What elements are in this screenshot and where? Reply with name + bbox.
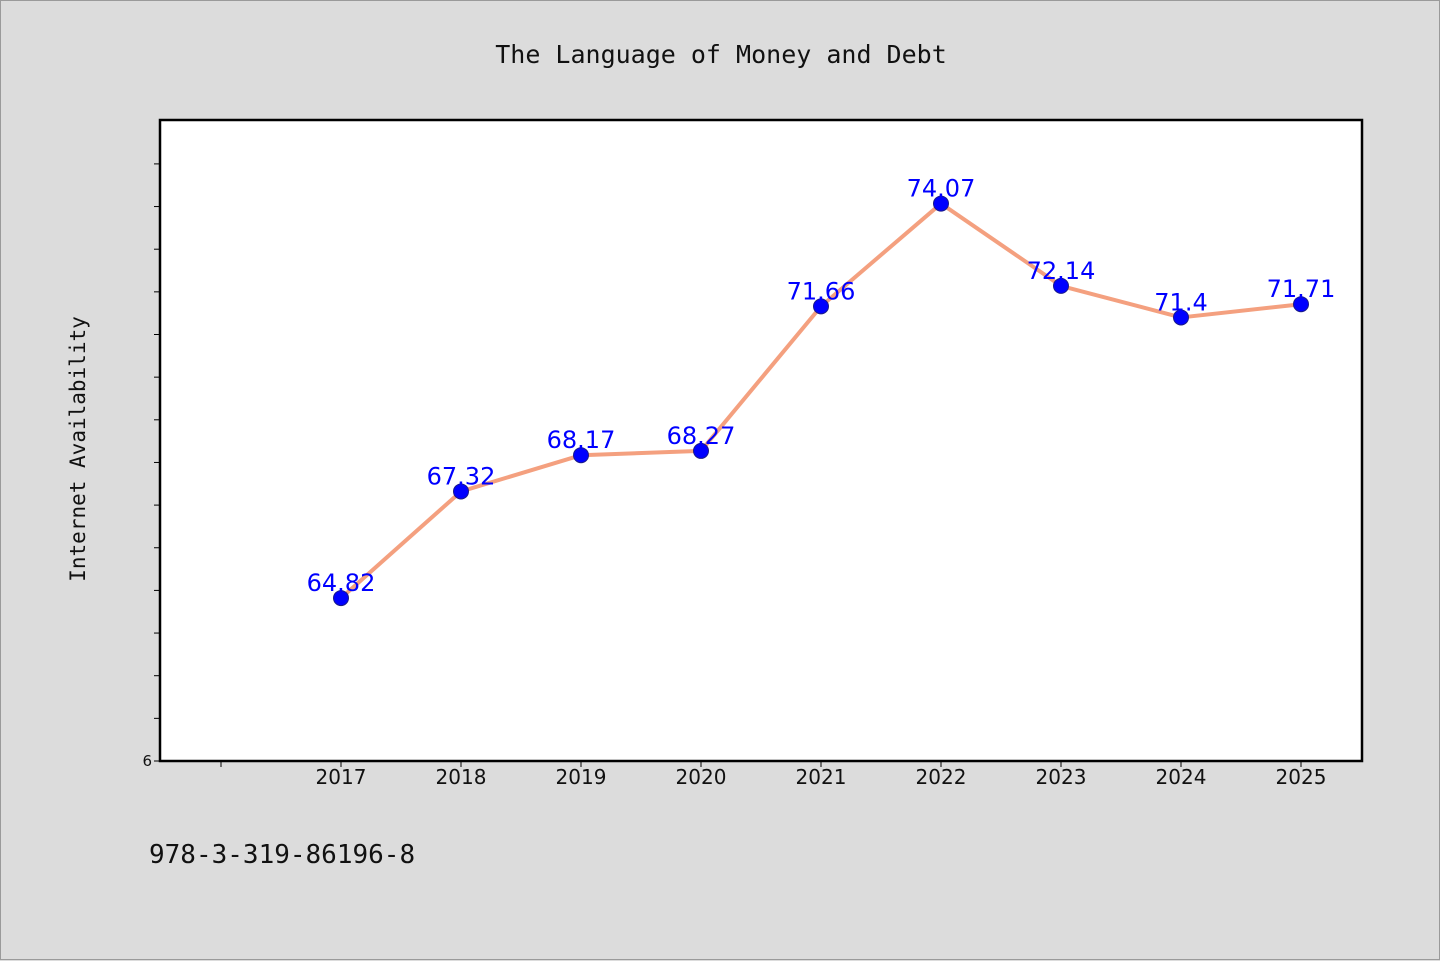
data-markers [333, 195, 1309, 607]
data-label: 68.17 [547, 426, 616, 454]
data-label: 74.07 [907, 175, 976, 203]
x-axis-ticks: 2017 2018 2019 2020 2021 2022 2023 2024 2025 [220, 761, 1327, 789]
y-axis-ticks: 6 [142, 163, 160, 770]
x-tick-label: 2025 [1276, 765, 1327, 789]
data-point [1173, 309, 1189, 326]
data-point [1053, 277, 1069, 294]
x-tick-label: 2023 [1036, 765, 1087, 789]
data-point [1293, 296, 1309, 313]
data-point [333, 590, 349, 607]
x-tick-label: 2017 [316, 765, 367, 789]
data-point [573, 447, 589, 464]
data-point [933, 195, 949, 212]
data-point [453, 483, 469, 500]
chart-title: The Language of Money and Debt [495, 40, 947, 69]
x-tick-label: 2020 [676, 765, 727, 789]
data-label: 71.71 [1267, 275, 1336, 303]
x-tick-label: 2024 [1156, 765, 1207, 789]
y-axis-label: Internet Availability [66, 316, 90, 582]
data-label: 71.66 [787, 277, 856, 305]
y-tick-label: 6 [142, 752, 152, 770]
x-tick-label: 2019 [556, 765, 607, 789]
isbn-footer: 978-3-319-86196-8 [149, 840, 415, 870]
data-label: 68.27 [667, 422, 736, 450]
data-point [813, 298, 829, 315]
x-tick-label: 2018 [436, 765, 487, 789]
data-label: 67.32 [427, 462, 496, 490]
x-tick-label: 2022 [916, 765, 967, 789]
data-label: 71.4 [1154, 288, 1207, 316]
data-label: 64.82 [307, 569, 376, 597]
data-point [693, 442, 709, 459]
data-labels: 64.82 67.32 68.17 68.27 71.66 74.07 72.14 71.4 7… [307, 175, 1336, 598]
plot-area [158, 118, 1364, 763]
data-label: 72.14 [1027, 257, 1096, 285]
x-tick-label: 2021 [796, 765, 847, 789]
